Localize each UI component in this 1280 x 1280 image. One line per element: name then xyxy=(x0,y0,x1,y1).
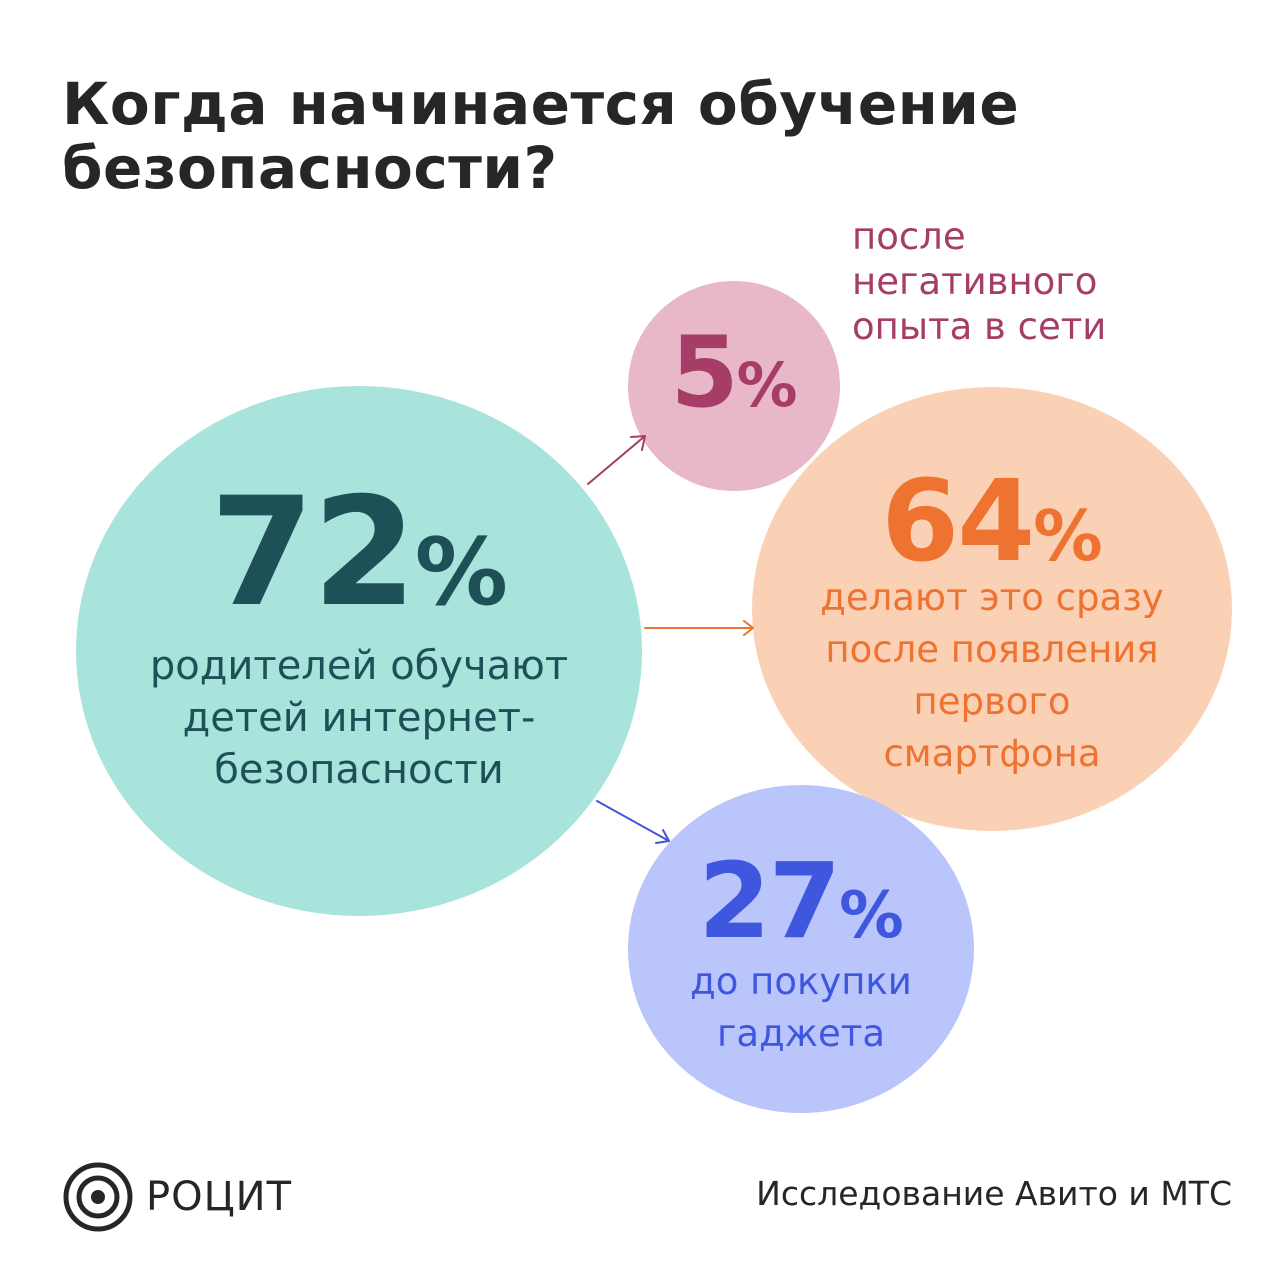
main-description-line: безопасности xyxy=(214,747,504,793)
negative-description-line: опыта в сети xyxy=(852,305,1107,348)
concentric-circles-logo-icon xyxy=(63,1162,133,1232)
page-title: Когда начинается обучение безопасности? xyxy=(62,72,1222,200)
before-purchase-description-line: до покупки xyxy=(690,960,912,1003)
negative-description-line: после xyxy=(852,215,966,258)
main-description-line: родителей обучают xyxy=(149,643,569,689)
title-line-1: Когда начинается обучение xyxy=(62,70,1020,138)
before-purchase-description-line: гаджета xyxy=(716,1012,886,1055)
before-purchase-description: до покупки гаджета xyxy=(628,956,974,1060)
before-purchase-value: 27 xyxy=(698,840,841,962)
negative-experience-bubble xyxy=(628,281,840,491)
main-bubble xyxy=(76,386,642,916)
main-unit: % xyxy=(414,518,508,626)
negative-description: после негативного опыта в сети xyxy=(852,214,1252,349)
before-purchase-bubble xyxy=(628,785,974,1113)
main-percentage: 72% xyxy=(76,478,642,647)
main-description-line: детей интернет- xyxy=(182,695,536,741)
logo-text: РОЦИТ xyxy=(146,1174,293,1220)
first-smartphone-percentage: 64% xyxy=(752,462,1232,597)
rocit-logo: РОЦИТ xyxy=(62,1161,292,1233)
first-smartphone-value: 64 xyxy=(881,457,1035,587)
negative-unit: % xyxy=(736,351,798,421)
main-description: родителей обучают детей интернет- безопа… xyxy=(86,640,632,796)
source-caption: Исследование Авито и МТС xyxy=(756,1174,1232,1213)
first-smartphone-description-line: после появления xyxy=(825,628,1159,671)
first-smartphone-description-line: первого xyxy=(913,680,1071,723)
negative-percentage: 5% xyxy=(628,318,840,441)
arrow-to-64-percent xyxy=(644,620,754,636)
before-purchase-percentage: 27% xyxy=(628,846,974,971)
first-smartphone-unit: % xyxy=(1033,497,1103,577)
negative-value: 5 xyxy=(670,316,738,430)
before-purchase-unit: % xyxy=(839,878,904,953)
main-value: 72 xyxy=(210,466,417,640)
first-smartphone-description-line: делают это сразу xyxy=(820,576,1164,619)
title-line-2: безопасности? xyxy=(62,134,558,202)
negative-description-line: негативного xyxy=(852,260,1098,303)
arrow-to-27-percent xyxy=(596,800,670,844)
first-smartphone-description: делают это сразу после появления первого… xyxy=(762,572,1222,780)
first-smartphone-description-line: смартфона xyxy=(883,732,1101,775)
arrow-to-5-percent xyxy=(587,435,646,485)
first-smartphone-bubble xyxy=(752,387,1232,831)
